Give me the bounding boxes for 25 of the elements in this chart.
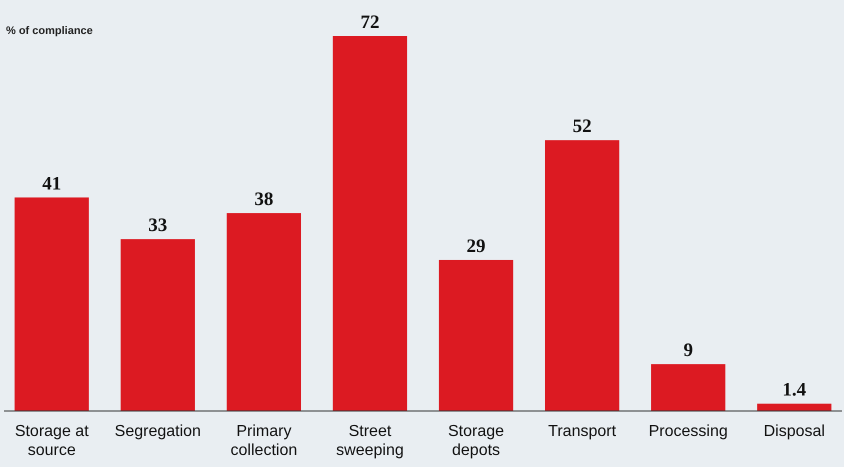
- x-tick-label: Transport: [548, 423, 617, 440]
- x-tick-label: Disposal: [764, 423, 825, 440]
- data-label: 41: [42, 173, 62, 194]
- data-label: 9: [683, 340, 693, 362]
- data-label: 72: [360, 12, 380, 33]
- data-label: 1.4: [782, 380, 807, 401]
- y-axis-title: % of compliance: [6, 25, 93, 37]
- x-tick-label: Storage at source: [14, 423, 90, 459]
- x-tick-label: Street sweeping: [336, 423, 404, 459]
- x-tick-label: Storage depots: [448, 423, 504, 459]
- data-label: 52: [572, 116, 592, 138]
- bar: [438, 260, 514, 411]
- bar: [14, 197, 89, 411]
- bar: [651, 364, 726, 411]
- x-tick-label: Segregation: [114, 423, 201, 440]
- bar: [120, 239, 195, 411]
- bar: [544, 140, 620, 411]
- data-label: 29: [466, 236, 486, 257]
- bar: [757, 404, 832, 411]
- data-label: 33: [148, 215, 168, 236]
- bar: [332, 36, 408, 411]
- x-tick-label: Processing: [648, 423, 728, 440]
- x-tick-label: Primary collection: [230, 423, 298, 459]
- data-label: 38: [254, 189, 274, 210]
- bar: [226, 213, 302, 411]
